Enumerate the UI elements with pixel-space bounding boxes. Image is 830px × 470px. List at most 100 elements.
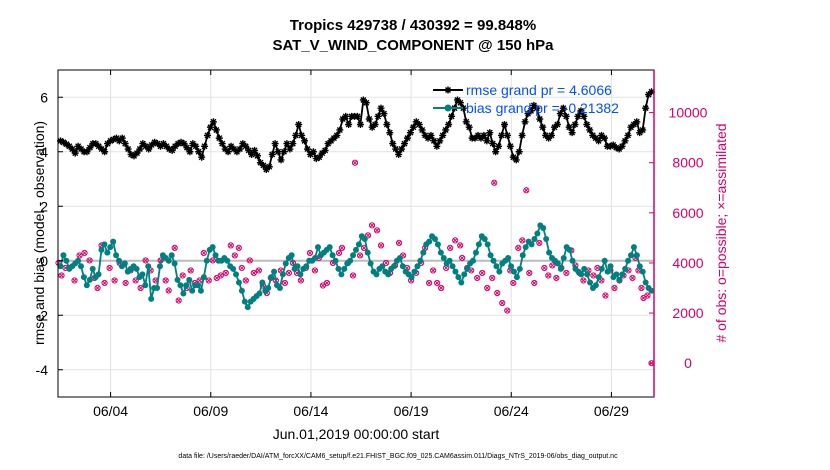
obs-count-point <box>515 244 522 252</box>
rmse-point <box>362 99 370 107</box>
y-tick-label-left: -4 <box>36 362 49 378</box>
rmse-point <box>177 138 185 146</box>
bias-point <box>543 235 550 242</box>
rmse-point <box>636 129 644 137</box>
bias-point <box>452 268 459 275</box>
x-tick-label: 06/14 <box>293 403 328 419</box>
bias-point <box>470 257 477 264</box>
obs-count-point <box>235 244 242 252</box>
chart-title: Tropics 429738 / 430392 = 99.848% SAT_V_… <box>272 17 554 54</box>
rmse-point <box>500 121 508 128</box>
rmse-point <box>556 110 564 118</box>
rmse-point <box>248 150 256 158</box>
rmse-point <box>101 148 109 156</box>
rmse-point <box>95 142 103 150</box>
rmse-point <box>377 104 385 112</box>
rmse-point <box>389 140 397 148</box>
rmse-point <box>298 131 306 139</box>
rmse-point <box>215 134 223 142</box>
rmse-point <box>495 142 503 150</box>
y-tick-label-right: 2000 <box>672 305 703 321</box>
rmse-point <box>427 131 435 139</box>
bias-point <box>505 255 512 262</box>
x-tick-label: 06/04 <box>93 403 128 419</box>
rmse-point <box>227 142 235 150</box>
bias-point <box>396 255 403 262</box>
rmse-point <box>612 144 620 152</box>
rmse-point <box>112 134 120 142</box>
bias-point <box>622 265 629 272</box>
rmse-point <box>545 134 553 142</box>
rmse-point <box>309 148 317 156</box>
plot-frame <box>57 69 655 398</box>
rmse-point <box>318 149 326 157</box>
rmse-point <box>559 104 567 112</box>
rmse-point <box>548 131 556 139</box>
bias-point <box>475 241 482 248</box>
bias-point <box>265 285 272 291</box>
rmse-point <box>121 140 129 148</box>
obs-count-point <box>382 259 390 267</box>
bias-point <box>446 257 453 264</box>
obs-count-point <box>563 269 570 277</box>
obs-count-point <box>205 277 212 284</box>
bias-series <box>57 222 655 311</box>
rmse-point <box>621 137 629 145</box>
rmse-point <box>224 148 232 156</box>
rmse-point <box>462 118 470 126</box>
bias-point <box>259 279 266 286</box>
obs-count-point <box>580 277 587 284</box>
legend-bias-label: bias grand pr = -0.21382 <box>466 100 619 116</box>
bias-point <box>587 279 594 286</box>
rmse-point <box>642 104 650 112</box>
obs-count-point <box>590 272 597 279</box>
obs-count-point <box>285 269 292 277</box>
rmse-point <box>615 145 623 153</box>
rmse-point <box>380 110 388 118</box>
rmse-point <box>574 112 582 120</box>
obs-count-point <box>457 242 464 249</box>
obs-count-point <box>106 264 113 272</box>
rmse-point <box>245 146 253 154</box>
bias-point <box>139 271 146 278</box>
rmse-point <box>180 140 188 148</box>
rmse-point <box>156 142 164 150</box>
obs-count-point <box>368 222 376 229</box>
obs-count-point <box>349 272 357 279</box>
bias-point <box>391 263 398 270</box>
bias-point <box>235 279 242 286</box>
bias-point <box>168 252 175 259</box>
bias-point <box>636 263 643 270</box>
bias-point <box>271 268 278 275</box>
bias-point <box>110 238 117 245</box>
rmse-point <box>186 148 194 156</box>
rmse-point <box>509 153 517 161</box>
bias-point <box>200 274 207 281</box>
rmse-point <box>356 121 364 128</box>
bias-point <box>268 274 275 281</box>
bias-point <box>338 271 345 278</box>
bias-point <box>399 263 406 270</box>
legend-rmse-star <box>444 86 452 94</box>
rmse-point <box>445 121 453 128</box>
obs-count-point <box>519 237 526 244</box>
bias-point <box>189 287 196 294</box>
bias-point <box>440 255 447 262</box>
rmse-point <box>609 141 617 149</box>
rmse-point <box>221 145 229 153</box>
rmse-point <box>645 91 653 99</box>
bias-point <box>171 260 178 267</box>
rmse-point <box>339 115 347 123</box>
rmse-point <box>492 148 500 156</box>
rmse-point <box>274 148 282 156</box>
rmse-point <box>292 131 300 139</box>
obs-count-point <box>222 269 229 277</box>
rmse-point <box>592 134 600 142</box>
rmse-point <box>627 123 635 131</box>
rmse-point <box>421 131 429 139</box>
obs-count-point <box>494 289 501 297</box>
rmse-point <box>345 121 353 128</box>
rmse-point <box>550 123 558 131</box>
y-tick-label-left: 2 <box>40 198 48 214</box>
rmse-point <box>480 131 488 139</box>
